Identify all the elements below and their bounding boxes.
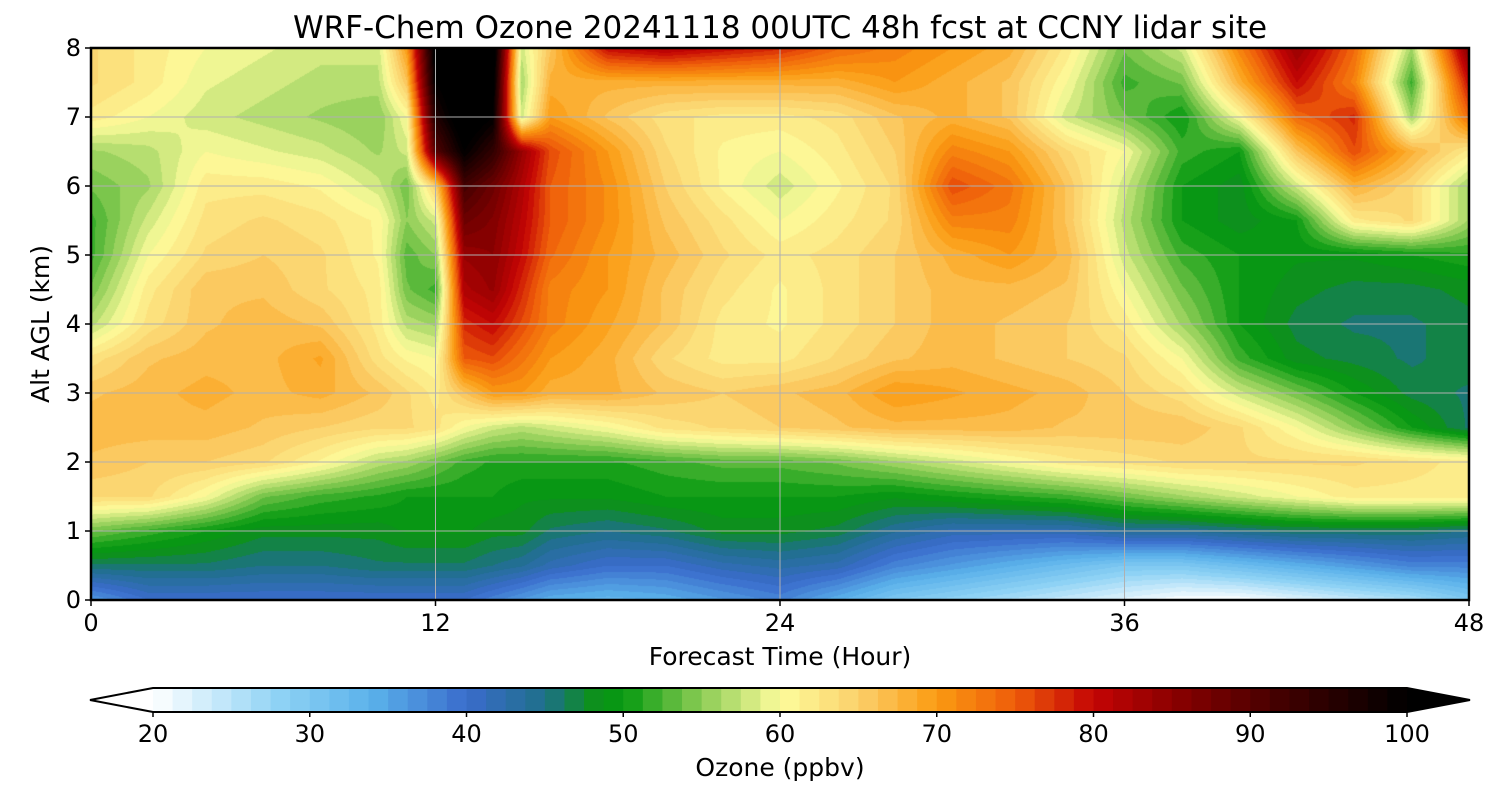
colorbar-swatch — [250, 688, 272, 712]
colorbar-swatch — [1132, 688, 1153, 712]
y-axis-label: Alt AGL (km) — [26, 245, 55, 403]
colorbar-swatch — [407, 688, 428, 712]
colorbar-swatch — [858, 688, 879, 712]
colorbar-swatch — [525, 688, 546, 712]
y-tick-label: 8 — [66, 34, 81, 62]
colorbar-swatch — [975, 688, 997, 712]
colorbar-swatch — [309, 688, 330, 712]
colorbar-tick-label: 30 — [294, 720, 325, 748]
colorbar-swatch — [838, 688, 859, 712]
colorbar-swatch — [897, 688, 918, 712]
colorbar-swatch — [290, 688, 311, 712]
y-tick-label: 7 — [66, 103, 81, 131]
colorbar-label: Ozone (ppbv) — [695, 753, 864, 782]
x-axis-label: Forecast Time (Hour) — [649, 642, 912, 671]
colorbar-tick-label: 60 — [765, 720, 796, 748]
colorbar-extend-low — [90, 688, 153, 712]
colorbar-swatch — [956, 688, 977, 712]
colorbar-tick-label: 70 — [921, 720, 952, 748]
colorbar-swatch — [1230, 688, 1251, 712]
y-tick-label: 5 — [66, 241, 81, 269]
colorbar-swatch — [1034, 688, 1055, 712]
y-tick-label: 4 — [66, 310, 81, 338]
colorbar-swatch — [682, 688, 703, 712]
y-tick-label: 3 — [66, 379, 81, 407]
colorbar-swatch — [427, 688, 448, 712]
colorbar-tick-label: 100 — [1384, 720, 1430, 748]
colorbar-swatch — [329, 688, 350, 712]
x-tick-label: 12 — [420, 609, 451, 637]
colorbar-swatch — [211, 688, 232, 712]
colorbar-extend-high — [1407, 688, 1470, 712]
x-tick-label: 24 — [765, 609, 796, 637]
colorbar-swatch — [877, 688, 899, 712]
colorbar-swatch — [486, 688, 507, 712]
colorbar-tick-label: 40 — [451, 720, 482, 748]
colorbar-swatch — [1073, 688, 1095, 712]
colorbar-swatch — [172, 688, 193, 712]
colorbar-tick-label: 20 — [138, 720, 169, 748]
y-tick-label: 6 — [66, 172, 81, 200]
colorbar-swatch — [192, 688, 213, 712]
colorbar-swatch — [721, 688, 742, 712]
colorbar-swatch — [1093, 688, 1114, 712]
colorbar: 20 30 40 50 60 70 80 90 100 — [89, 687, 1471, 748]
colorbar-swatch — [1054, 688, 1075, 712]
y-tick-label: 0 — [66, 586, 81, 614]
colorbar-swatch — [917, 688, 938, 712]
grid-lines — [91, 48, 1469, 600]
x-tick-label: 0 — [83, 609, 98, 637]
colorbar-swatch — [1289, 688, 1310, 712]
colorbar-swatch — [995, 688, 1016, 712]
colorbar-swatch — [1348, 688, 1369, 712]
colorbar-swatch — [1015, 688, 1036, 712]
colorbar-swatch — [1152, 688, 1173, 712]
colorbar-swatch — [348, 688, 370, 712]
colorbar-swatch — [623, 688, 644, 712]
colorbar-swatch — [1367, 688, 1388, 712]
colorbar-swatch — [662, 688, 683, 712]
colorbar-tick-label: 90 — [1235, 720, 1266, 748]
colorbar-swatch — [701, 688, 722, 712]
colorbar-tick-label: 50 — [608, 720, 639, 748]
colorbar-swatch — [642, 688, 664, 712]
colorbar-swatch — [1309, 688, 1330, 712]
colorbar-swatch — [1211, 688, 1232, 712]
colorbar-swatch — [740, 688, 761, 712]
colorbar-swatch — [1171, 688, 1193, 712]
colorbar-swatch — [1113, 688, 1134, 712]
colorbar-swatch — [388, 688, 409, 712]
colorbar-swatch — [1191, 688, 1212, 712]
colorbar-swatch — [544, 688, 566, 712]
colorbar-swatch — [760, 688, 781, 712]
colorbar-swatch — [819, 688, 840, 712]
colorbar-swatch — [799, 688, 820, 712]
colorbar-swatch — [936, 688, 957, 712]
colorbar-swatch — [466, 688, 487, 712]
y-tick-label: 2 — [66, 448, 81, 476]
colorbar-swatch — [505, 688, 526, 712]
colorbar-tick-label: 80 — [1078, 720, 1109, 748]
colorbar-swatch — [446, 688, 468, 712]
colorbar-swatch — [1269, 688, 1291, 712]
colorbar-swatch — [1328, 688, 1349, 712]
colorbar-swatch — [1250, 688, 1271, 712]
chart-title: WRF-Chem Ozone 20241118 00UTC 48h fcst a… — [293, 10, 1267, 46]
y-tick-label: 1 — [66, 517, 81, 545]
colorbar-swatch — [231, 688, 252, 712]
colorbar-swatch — [1387, 688, 1408, 712]
colorbar-swatch — [270, 688, 291, 712]
colorbar-swatch — [584, 688, 605, 712]
x-tick-label: 48 — [1454, 609, 1485, 637]
colorbar-swatch — [603, 688, 624, 712]
colorbar-swatch — [368, 688, 389, 712]
colorbar-swatch — [153, 688, 174, 712]
x-tick-label: 36 — [1109, 609, 1140, 637]
colorbar-swatch — [564, 688, 585, 712]
colorbar-swatch — [780, 688, 801, 712]
